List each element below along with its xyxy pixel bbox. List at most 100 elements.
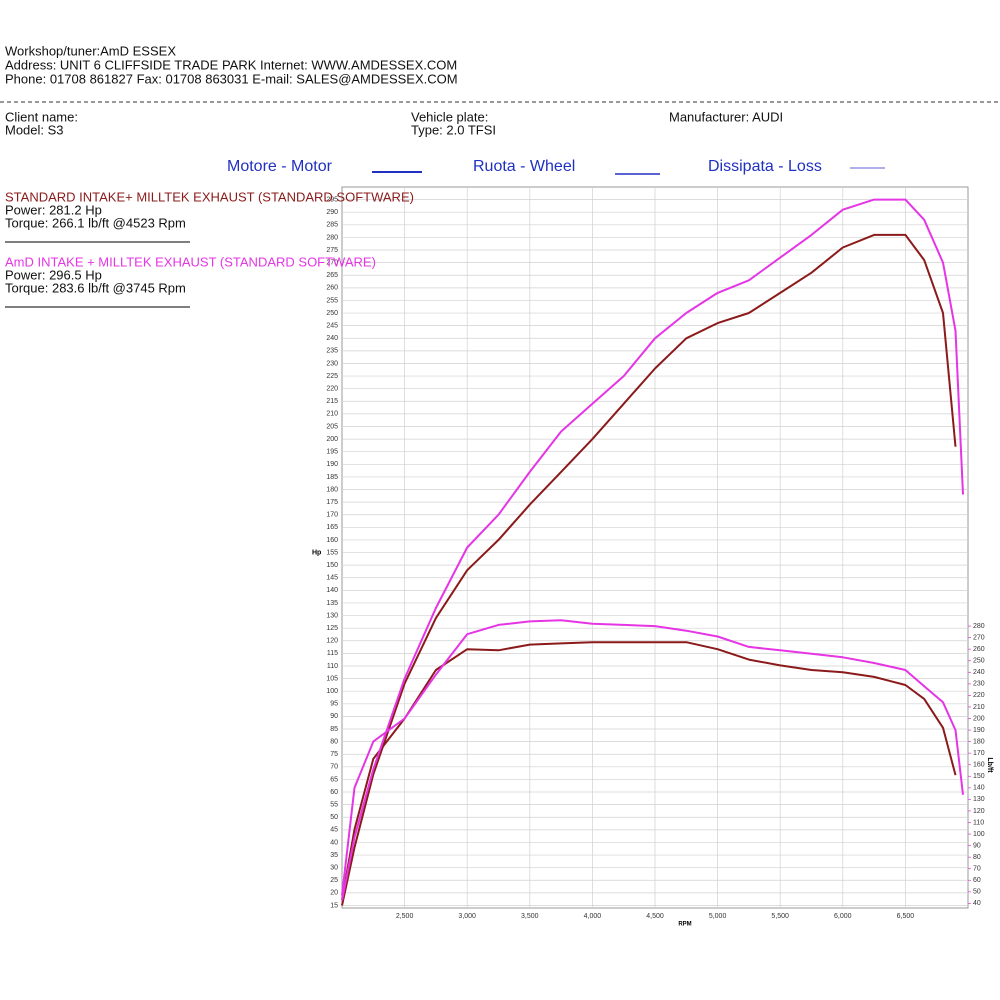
y-tick-label: 35 [330,852,338,859]
y-tick-label: 100 [326,688,338,695]
y2-tick-label: 100 [973,831,985,838]
y-tick-label: 55 [330,801,338,808]
y2-tick-label: 90 [973,842,981,849]
y2-tick-label: 200 [973,715,985,722]
y2-tick-label: 130 [973,796,985,803]
y-tick-label: 155 [326,549,338,556]
y-tick-label: 290 [326,209,338,216]
y-tick-label: 190 [326,461,338,468]
y-tick-label: 260 [326,285,338,292]
y-tick-label: 150 [326,562,338,569]
y-tick-label: 110 [327,663,338,670]
y2-tick-label: 70 [973,866,981,873]
y-tick-label: 195 [326,449,338,456]
legend-label: Ruota - Wheel [473,158,575,175]
y-tick-label: 60 [330,789,338,796]
y2-tick-label: 80 [973,854,981,861]
y-tick-label: 175 [326,499,338,506]
header-line: Address: UNIT 6 CLIFFSIDE TRADE PARK Int… [5,57,457,72]
run-torque: Torque: 283.6 lb/ft @3745 Rpm [5,280,186,295]
y2-tick-label: 230 [973,681,985,688]
manufacturer: Manufacturer: AUDI [669,109,783,124]
y-tick-label: 270 [326,259,338,266]
y2-tick-label: 190 [973,727,985,734]
y-tick-label: 75 [330,751,338,758]
y-tick-label: 250 [326,310,338,317]
y-tick-label: 240 [326,335,338,342]
x-tick-label: 4,000 [584,913,602,920]
plate: Vehicle plate: [411,109,488,124]
client: Client name: [5,109,78,124]
y-tick-label: 25 [330,877,338,884]
y2-tick-label: 110 [973,819,984,826]
curve [341,198,964,901]
y-tick-label: 90 [330,713,338,720]
y-tick-label: 210 [326,411,338,418]
y-tick-label: 200 [326,436,338,443]
model: Model: S3 [5,122,64,137]
y-axis-label: Hp [312,549,321,556]
y-tick-label: 275 [326,247,338,254]
header-line: Phone: 01708 861827 Fax: 01708 863031 E-… [5,71,458,86]
y-tick-label: 230 [326,360,338,367]
y-tick-label: 185 [326,474,338,481]
y2-tick-label: 250 [973,658,985,665]
y2-tick-label: 160 [973,762,985,769]
y2-axis-label: Lb/ft [986,757,993,773]
y-tick-label: 295 [326,196,338,203]
y-tick-label: 115 [327,650,338,657]
x-axis-label: RPM [678,922,691,928]
y-tick-label: 215 [326,398,338,405]
y2-tick-label: 220 [973,692,985,699]
y2-tick-label: 280 [973,623,985,630]
y-tick-label: 50 [330,814,338,821]
y2-tick-label: 180 [973,738,985,745]
y-tick-label: 85 [330,726,338,733]
curve [341,619,964,896]
y-tick-label: 235 [326,348,338,355]
y-tick-label: 165 [326,524,338,531]
y-tick-label: 125 [326,625,338,632]
curve [341,233,957,906]
vehicle-type: Type: 2.0 TFSI [411,122,496,137]
y-tick-label: 145 [326,575,338,582]
run-power: Power: 296.5 Hp [5,267,102,282]
y-tick-label: 170 [326,512,338,519]
x-tick-label: 4,500 [646,913,664,920]
y-tick-label: 105 [326,675,338,682]
y-tick-label: 225 [326,373,338,380]
run-torque: Torque: 266.1 lb/ft @4523 Rpm [5,215,186,230]
legend-label: Dissipata - Loss [708,158,822,175]
header-line: Workshop/tuner:AmD ESSEX [5,43,176,58]
y2-tick-label: 260 [973,646,985,653]
y2-tick-label: 150 [973,773,985,780]
y2-tick-label: 210 [973,704,985,711]
y-tick-label: 285 [326,222,338,229]
y-tick-label: 15 [330,902,338,909]
y-tick-label: 255 [326,297,338,304]
run-power: Power: 281.2 Hp [5,202,102,217]
y-tick-label: 180 [326,486,338,493]
y-tick-label: 65 [330,776,338,783]
y-tick-label: 140 [326,587,338,594]
x-tick-label: 2,500 [396,913,414,920]
y-tick-label: 135 [326,600,338,607]
y2-tick-label: 40 [973,900,981,907]
y-tick-label: 20 [330,890,338,897]
y2-tick-label: 120 [973,808,985,815]
y-tick-label: 80 [330,738,338,745]
y2-tick-label: 140 [973,785,985,792]
y2-tick-label: 170 [973,750,985,757]
x-tick-label: 6,000 [834,913,852,920]
y-tick-label: 205 [326,423,338,430]
x-tick-label: 5,000 [709,913,727,920]
legend-entry: STANDARD INTAKE+ MILLTEK EXHAUST (STANDA… [5,189,414,204]
y-tick-label: 30 [330,865,338,872]
y-tick-label: 160 [326,537,338,544]
y-tick-label: 220 [326,386,338,393]
y-tick-label: 130 [326,612,338,619]
x-tick-label: 6,500 [897,913,915,920]
y2-tick-label: 60 [973,877,981,884]
y-tick-label: 45 [330,827,338,834]
